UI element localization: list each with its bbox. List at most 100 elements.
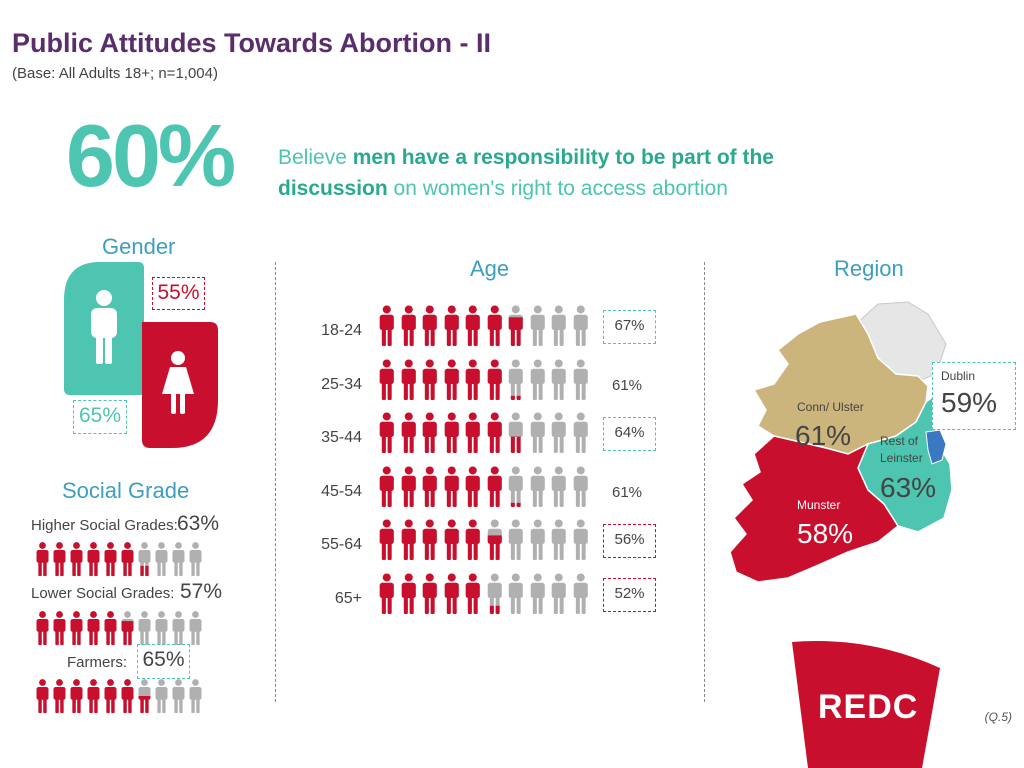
sg-person-icon <box>138 679 151 714</box>
region-label-leinster-2: Leinster <box>880 451 923 465</box>
sg-person-icon <box>104 611 117 646</box>
age-person-icon <box>401 412 416 453</box>
region-value-dublin: 59% <box>941 387 998 418</box>
sg-person-icon <box>189 679 202 714</box>
sg-person-icon <box>121 542 134 577</box>
sg-person-icon <box>87 611 100 646</box>
age-person-icon <box>422 412 437 453</box>
sg-icons-lower <box>35 610 203 646</box>
redc-logo: REDC <box>818 688 919 726</box>
female-icon <box>162 351 194 414</box>
age-person-icon <box>530 519 545 560</box>
sg-label-lower: Lower Social Grades: <box>31 585 175 602</box>
sg-person-icon <box>53 679 66 714</box>
age-value-label: 61% <box>612 483 643 501</box>
age-person-icon <box>573 305 588 346</box>
female-pct-box: 55% <box>152 277 205 310</box>
age-person-icon <box>530 412 545 453</box>
sg-person-icon <box>36 679 49 714</box>
sg-label-higher: Higher Social Grades: <box>31 517 178 534</box>
age-person-icon <box>379 465 394 507</box>
age-category-label: 18-24 <box>321 322 362 339</box>
sg-person-icon <box>121 679 134 714</box>
age-person-icon <box>573 465 588 507</box>
age-category-label: 55-64 <box>321 536 362 553</box>
region-value-rest-of-leinster: 63% <box>880 472 937 503</box>
age-value-label: 56% <box>603 524 656 558</box>
page-title: Public Attitudes Towards Abortion - II <box>12 28 491 58</box>
age-person-icon <box>444 305 459 346</box>
age-person-icon <box>530 465 545 507</box>
age-person-icon <box>401 305 416 346</box>
age-category-label: 25-34 <box>321 375 362 393</box>
sg-person-icon <box>53 542 66 577</box>
age-title: Age <box>470 256 510 281</box>
male-pct-box: 65% <box>73 400 127 434</box>
age-category-label: 35-44 <box>321 429 362 446</box>
male-icon <box>91 290 117 364</box>
age-person-icon <box>401 465 416 507</box>
age-person-icon <box>401 519 416 560</box>
sg-person-icon <box>70 611 83 646</box>
age-person-icon <box>465 358 480 400</box>
age-person-icon <box>401 572 416 614</box>
age-person-icon <box>508 412 523 453</box>
divider-left <box>275 262 276 702</box>
age-person-icon <box>508 358 523 400</box>
ireland-map <box>729 301 953 583</box>
age-person-icon <box>508 305 523 346</box>
sg-person-icon <box>189 611 202 646</box>
age-icon-row <box>377 412 590 453</box>
age-person-icon <box>422 358 437 400</box>
age-category-label: 65+ <box>334 589 362 607</box>
age-icon-row <box>377 465 590 507</box>
age-person-icon <box>573 519 588 560</box>
sg-person-icon <box>121 611 134 646</box>
headline-post: on women's right to access abortion <box>387 177 728 200</box>
age-category-label: 45-54 <box>321 482 362 500</box>
sg-icons-higher <box>35 541 203 577</box>
age-person-icon <box>551 412 566 453</box>
headline-percentage: 60% <box>66 106 236 205</box>
age-icon-row <box>377 519 590 560</box>
gender-graphic <box>64 262 218 448</box>
sg-person-icon <box>172 679 185 714</box>
age-person-icon <box>487 412 502 453</box>
sg-person-icon <box>138 542 151 577</box>
region-label-leinster-1: Rest of <box>880 434 919 448</box>
age-person-icon <box>379 572 394 614</box>
headline-statement: Believe men have a responsibility to be … <box>278 142 878 204</box>
age-person-icon <box>465 465 480 507</box>
region-title: Region <box>834 256 904 281</box>
age-person-icon <box>573 412 588 453</box>
age-value-label: 64% <box>603 417 656 451</box>
age-person-icon <box>465 305 480 346</box>
age-person-icon <box>551 305 566 346</box>
age-person-icon <box>422 305 437 346</box>
age-person-icon <box>465 572 480 614</box>
age-person-icon <box>508 519 523 560</box>
age-person-icon <box>465 519 480 560</box>
sg-person-icon <box>53 611 66 646</box>
age-person-icon <box>551 572 566 614</box>
age-person-icon <box>508 465 523 507</box>
age-person-icon <box>444 519 459 560</box>
age-person-icon <box>379 358 394 400</box>
sg-person-icon <box>70 679 83 714</box>
age-person-icon <box>401 358 416 400</box>
sg-icons-farmers <box>35 678 203 714</box>
region-value-conn-ulster: 61% <box>795 420 852 451</box>
age-person-icon <box>487 358 502 400</box>
sg-person-icon <box>138 611 151 646</box>
age-value-label: 67% <box>603 310 656 344</box>
age-person-icon <box>422 465 437 507</box>
sg-person-icon <box>155 611 168 646</box>
age-person-icon <box>530 305 545 346</box>
age-person-icon <box>487 572 502 614</box>
headline-bold: men have a responsibility to be part of … <box>278 146 774 200</box>
age-person-icon <box>444 412 459 453</box>
age-person-icon <box>508 572 523 614</box>
gender-title: Gender <box>102 234 176 259</box>
region-value-munster: 58% <box>797 518 854 549</box>
age-person-icon <box>551 519 566 560</box>
